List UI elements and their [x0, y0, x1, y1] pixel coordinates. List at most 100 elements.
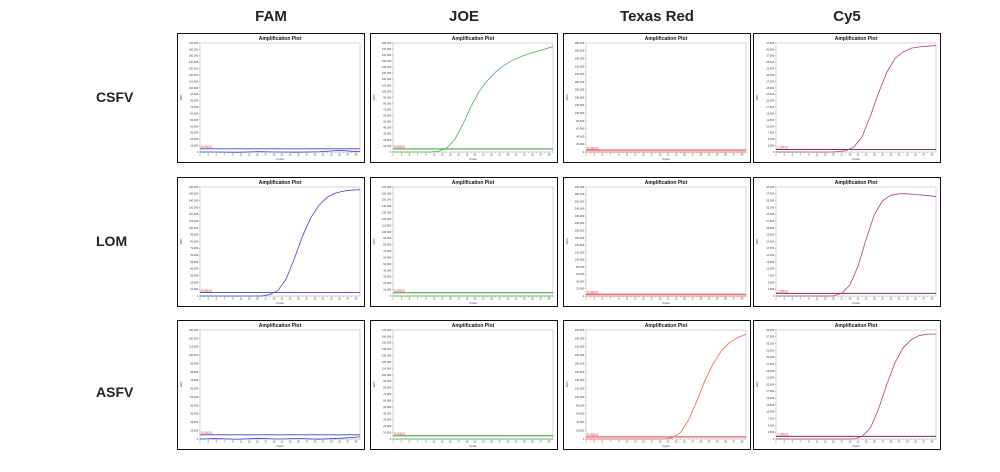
x-tick-label: 25 — [873, 297, 876, 301]
x-tick-label: 19 — [848, 153, 851, 157]
x-tick-label: 13 — [248, 153, 251, 157]
x-tick-label: 33 — [716, 440, 719, 444]
x-tick-label: 27 — [691, 297, 694, 301]
threshold-label: 5,000.0 — [201, 431, 212, 435]
x-tick-label: 13 — [248, 297, 251, 301]
y-tick-label: 10,000 — [190, 143, 198, 147]
x-tick-label: 27 — [498, 153, 501, 157]
amplification-plot-asfv-fam: Amplification Plot 0 10,000 20,000 30,000 40,… — [177, 320, 365, 450]
y-tick-label: 160,000 — [575, 236, 585, 240]
x-axis-title: Cycle — [852, 301, 860, 305]
plot-svg: Amplification Plot 0 2,500 5,000 7,500 10,000… — [755, 180, 937, 305]
x-tick-label: 9 — [232, 153, 234, 157]
x-tick-label: 39 — [930, 440, 933, 444]
x-tick-label: 15 — [832, 297, 835, 301]
x-tick-label: 11 — [433, 153, 436, 157]
x-tick-label: 13 — [824, 297, 827, 301]
y-tick-label: 20,000 — [190, 280, 198, 284]
x-tick-label: 29 — [506, 297, 509, 301]
x-tick-label: 25 — [683, 297, 686, 301]
y-tick-label: 140,000 — [575, 378, 585, 382]
y-tick-label: 40,000 — [576, 134, 584, 138]
x-tick-label: 37 — [539, 440, 542, 444]
x-tick-label: 1 — [392, 440, 394, 444]
plot-title: Amplification Plot — [835, 323, 878, 329]
threshold-label: 5,000.0 — [587, 146, 598, 150]
x-tick-label: 9 — [618, 440, 620, 444]
y-axis-title: ΔRn — [179, 94, 183, 100]
y-tick-label: 40,000 — [383, 268, 391, 272]
x-tick-label: 23 — [482, 297, 485, 301]
x-tick-label: 1 — [775, 153, 777, 157]
y-tick-label: 50,000 — [190, 118, 198, 122]
y-tick-label: 50,000 — [383, 120, 391, 124]
y-tick-label: 2,500 — [768, 143, 775, 147]
x-tick-label: 29 — [313, 297, 316, 301]
x-axis-title: Cycle — [852, 444, 860, 448]
threshold-label: 1,000.0 — [777, 432, 788, 436]
y-tick-label: 50,000 — [383, 262, 391, 266]
x-tick-label: 7 — [417, 297, 419, 301]
y-tick-label: 0 — [390, 437, 392, 441]
x-tick-label: 5 — [602, 297, 604, 301]
y-tick-label: 0 — [583, 150, 585, 154]
x-tick-label: 9 — [808, 440, 810, 444]
y-tick-label: 30,000 — [766, 355, 774, 359]
plot-area — [775, 329, 937, 440]
x-tick-label: 29 — [889, 440, 892, 444]
y-tick-label: 60,000 — [190, 387, 198, 391]
x-tick-label: 19 — [848, 297, 851, 301]
plot-area — [199, 329, 361, 440]
y-tick-label: 120,000 — [189, 73, 199, 77]
y-tick-label: 80,000 — [576, 119, 584, 123]
x-tick-label: 23 — [482, 153, 485, 157]
y-tick-label: 140,000 — [382, 347, 392, 351]
y-tick-label: 20,000 — [576, 142, 584, 146]
y-tick-label: 15,000 — [766, 253, 774, 257]
x-tick-label: 17 — [650, 440, 653, 444]
x-axis-title: Cycle — [852, 157, 860, 161]
x-tick-label: 29 — [313, 440, 316, 444]
x-axis-title: Cycle — [276, 157, 284, 161]
x-tick-label: 29 — [313, 153, 316, 157]
x-tick-label: 15 — [642, 440, 645, 444]
x-tick-label: 39 — [547, 297, 550, 301]
x-tick-label: 3 — [783, 153, 785, 157]
x-tick-label: 17 — [457, 440, 460, 444]
y-tick-label: 120,000 — [189, 212, 199, 216]
amplification-curve — [776, 193, 937, 297]
x-tick-label: 27 — [498, 440, 501, 444]
x-tick-label: 21 — [474, 297, 477, 301]
x-tick-label: 7 — [800, 297, 802, 301]
y-tick-label: 20,000 — [383, 424, 391, 428]
plot-svg: Amplification Plot 0 20,000 40,000 60,000 80,… — [565, 36, 747, 161]
y-tick-label: 12,500 — [766, 118, 774, 122]
x-tick-label: 17 — [840, 440, 843, 444]
x-tick-label: 1 — [199, 297, 201, 301]
x-tick-label: 25 — [490, 440, 493, 444]
y-tick-label: 37,500 — [766, 335, 774, 339]
y-axis-title: ΔRn — [372, 381, 376, 387]
y-tick-label: 200,000 — [575, 221, 585, 225]
plot-svg: Amplification Plot 0 10,000 20,000 30,000 40,… — [372, 323, 554, 448]
y-tick-label: 40,000 — [576, 420, 584, 424]
x-tick-label: 5 — [409, 297, 411, 301]
x-tick-label: 19 — [272, 297, 275, 301]
y-tick-label: 17,500 — [766, 246, 774, 250]
y-tick-label: 120,000 — [189, 336, 199, 340]
y-tick-label: 150,000 — [382, 198, 392, 202]
y-tick-label: 110,000 — [382, 366, 392, 370]
x-tick-label: 27 — [498, 297, 501, 301]
amplification-curve — [199, 436, 361, 440]
y-tick-label: 0 — [197, 437, 199, 441]
x-tick-label: 9 — [808, 153, 810, 157]
x-tick-label: 25 — [297, 440, 300, 444]
y-tick-label: 25,000 — [766, 226, 774, 230]
x-tick-label: 33 — [523, 153, 526, 157]
y-tick-label: 170,000 — [382, 185, 392, 189]
y-tick-label: 140,000 — [189, 60, 199, 64]
plot-title: Amplification Plot — [452, 180, 495, 186]
y-tick-label: 90,000 — [190, 361, 198, 365]
amplification-plot-lom-fam: Amplification Plot 0 10,000 20,000 30,000 40,… — [177, 177, 365, 307]
y-tick-label: 260,000 — [575, 328, 585, 332]
